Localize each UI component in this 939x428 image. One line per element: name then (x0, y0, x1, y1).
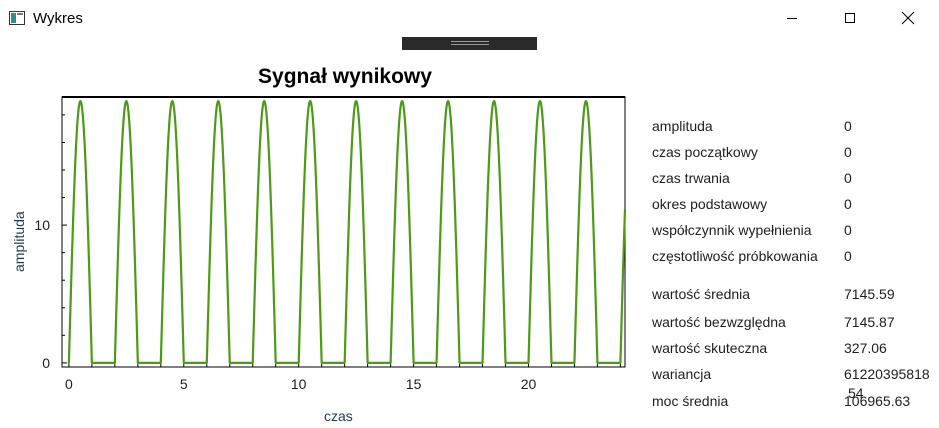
x-tick-label: 5 (180, 376, 188, 392)
result-label: moc średnia (652, 393, 729, 409)
result-label: wariancja (652, 366, 712, 382)
result-value: 61220395818 (844, 366, 930, 382)
y-tick-label: 0 (42, 355, 50, 371)
x-tick-label: 10 (291, 376, 307, 392)
splitter-handle[interactable] (402, 37, 537, 50)
result-value: 7145.87 (844, 314, 895, 330)
param-label: współczynnik wypełnienia (652, 222, 812, 238)
plot-frame (61, 96, 626, 368)
result-value: 327.06 (844, 340, 887, 356)
title-bar: Wykres (0, 0, 939, 36)
signal-series-line (67, 100, 627, 364)
minimize-icon (787, 18, 797, 19)
window-title: Wykres (33, 10, 83, 27)
app-icon (9, 11, 25, 25)
result-label: wartość średnia (652, 286, 751, 302)
close-icon (901, 11, 915, 25)
x-tick-label: 20 (521, 376, 537, 392)
maximize-icon (845, 13, 855, 23)
result-label: wartość skuteczna (652, 340, 768, 356)
param-label: czas trwania (652, 170, 730, 186)
param-value: 0 (844, 144, 852, 160)
param-label: częstotliwość próbkowania (652, 248, 818, 264)
param-label: okres podstawowy (652, 196, 768, 212)
maximize-button[interactable] (827, 0, 873, 36)
param-value: 0 (844, 118, 852, 134)
param-value: 0 (844, 248, 852, 264)
y-axis-label: amplituda (11, 211, 27, 272)
chart-title: Sygnał wynikowy (258, 65, 432, 88)
x-tick-label: 0 (65, 376, 73, 392)
minimize-button[interactable] (769, 0, 815, 36)
result-label: wartość bezwzględna (652, 314, 786, 330)
result-value: 7145.59 (844, 286, 895, 302)
grip-line (451, 41, 489, 42)
param-label: czas początkowy (652, 144, 758, 160)
close-button[interactable] (885, 0, 931, 36)
param-value: 0 (844, 170, 852, 186)
param-value: 0 (844, 222, 852, 238)
param-label: amplituda (652, 118, 713, 134)
grip-line (451, 44, 489, 45)
param-value: 0 (844, 196, 852, 212)
y-tick-label: 10 (34, 217, 50, 233)
result-value-wrap: 54 (848, 385, 864, 401)
result-value: 106965.63 (844, 393, 911, 409)
x-axis-label: czas (324, 408, 353, 424)
x-tick-label: 15 (406, 376, 422, 392)
